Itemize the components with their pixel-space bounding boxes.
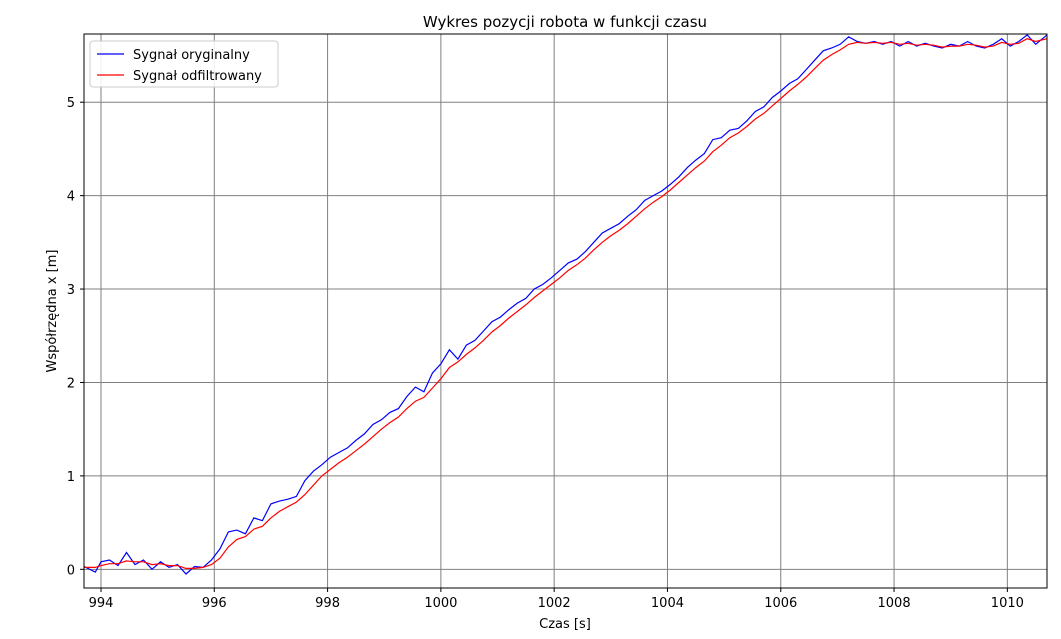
y-tick-label: 0 [67,563,75,578]
grid [84,34,1047,588]
x-axis-ticks: 994 996 998 1000 1002 1004 1006 1008 1010 [89,588,1024,611]
chart-title: Wykres pozycji robota w funkcji czasu [423,13,707,31]
legend: Sygnał oryginalny Sygnał odfiltrowany [89,40,279,88]
x-tick-label: 1006 [764,596,797,611]
x-tick-label: 1010 [991,596,1024,611]
y-axis-label: Współrzędna x [m] [45,250,60,373]
legend-label-original: Sygnał oryginalny [133,48,250,63]
y-tick-label: 2 [67,376,75,391]
series-line-original [83,34,1048,575]
series-line-filtered [84,38,1048,570]
x-axis-label: Czas [s] [539,617,591,632]
plot-lines [83,34,1048,575]
x-tick-label: 998 [315,596,340,611]
x-tick-label: 996 [202,596,227,611]
x-tick-label: 1004 [651,596,684,611]
y-axis-ticks: 0 1 2 3 4 5 [67,96,84,578]
x-tick-label: 994 [89,596,114,611]
x-tick-label: 1000 [424,596,457,611]
y-tick-label: 1 [67,470,75,485]
y-tick-label: 4 [67,190,75,205]
y-tick-label: 5 [67,96,75,111]
x-tick-label: 1008 [878,596,911,611]
x-tick-label: 1002 [538,596,571,611]
legend-label-filtered: Sygnał odfiltrowany [133,69,262,84]
legend-box [89,40,279,88]
y-tick-label: 3 [67,283,75,298]
plot-frame [83,33,1048,589]
